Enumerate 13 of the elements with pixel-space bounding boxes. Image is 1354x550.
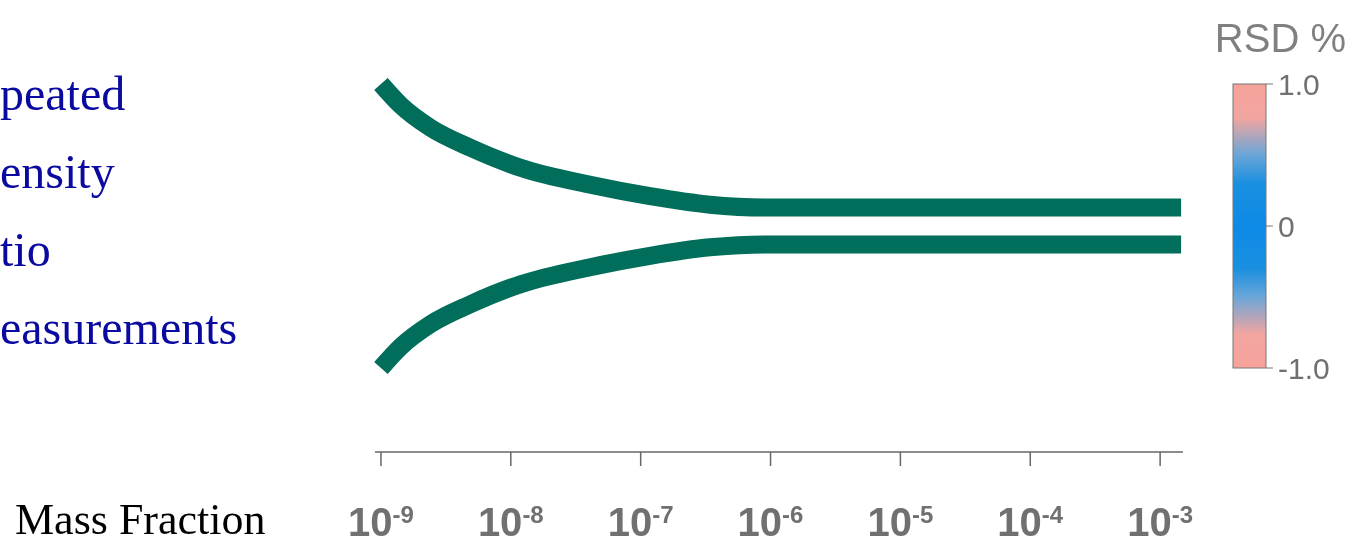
y-axis-title: peated ensity tio easurements	[0, 67, 238, 354]
x-tick-label: 10$^{-4}$	[997, 500, 1064, 544]
y2-tick-label: -1.0	[1278, 352, 1330, 385]
x-axis-title: Mass Fraction	[15, 495, 266, 544]
y2-tick-label: 1.0	[1278, 68, 1320, 101]
x-tick-label: 10$^{-7}$	[607, 500, 674, 544]
y2-axis-title: RSD %	[1214, 16, 1346, 60]
x-tick-label: 10$^{-8}$	[477, 500, 544, 544]
x-tick-label: 10$^{-9}$	[348, 500, 414, 544]
x-tick-label: 10$^{-3}$	[1127, 500, 1194, 544]
x-tick-label: 10$^{-5}$	[867, 500, 934, 544]
x-tick-label: 10$^{-6}$	[737, 500, 804, 544]
y2-tick-label: 0	[1278, 210, 1295, 243]
